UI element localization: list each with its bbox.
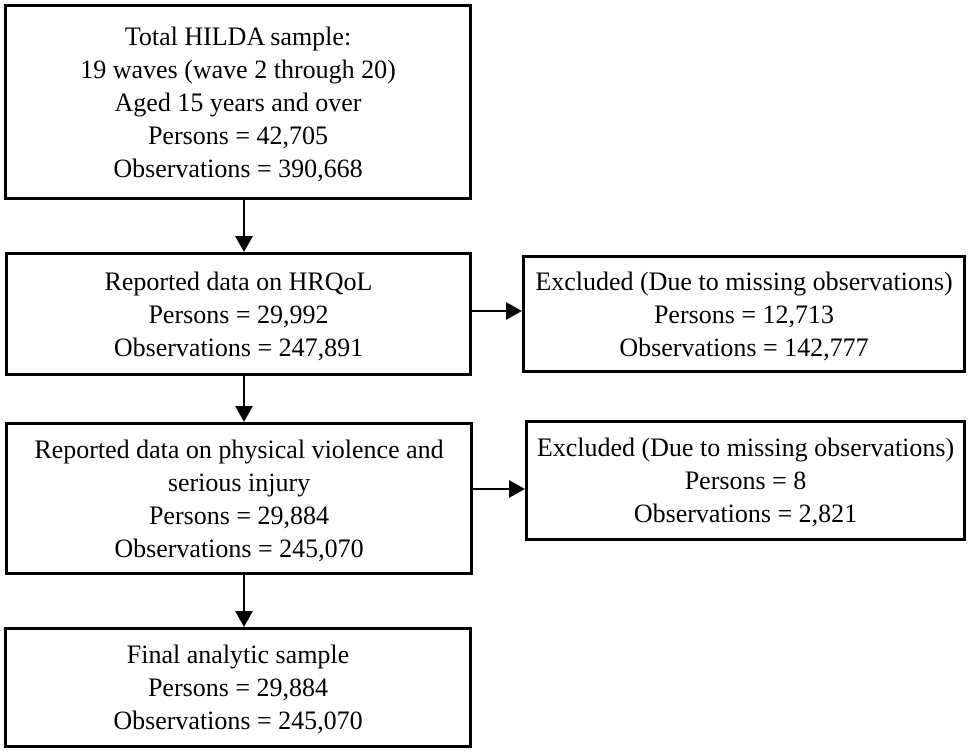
node-text-line: Observations = 390,668 bbox=[113, 153, 363, 183]
arrow-hrqol-to-violence bbox=[235, 376, 253, 422]
node-text-line: Persons = 29,992 bbox=[148, 299, 329, 329]
node-reported-hrqol: Reported data on HRQoL Persons = 29,992 … bbox=[5, 252, 472, 376]
node-text-line: Persons = 29,884 bbox=[147, 673, 329, 702]
node-text-line: Excluded (Due to missing observations) bbox=[536, 433, 955, 462]
node-excluded-missing-violence: Excluded (Due to missing observations) P… bbox=[525, 420, 966, 541]
node-text-line: Reported data on HRQoL bbox=[104, 266, 373, 296]
node-excluded-missing-hrqol: Excluded (Due to missing observations) P… bbox=[522, 255, 966, 373]
node-text-line: Persons = 8 bbox=[684, 466, 807, 495]
node-text-line: Total HILDA sample: bbox=[124, 21, 352, 51]
node-text-line: Observations = 245,070 bbox=[113, 706, 363, 735]
node-text-line: Observations = 245,070 bbox=[114, 533, 364, 563]
node-text-line: Observations = 142,777 bbox=[619, 332, 869, 362]
node-text-line: serious injury bbox=[167, 467, 311, 497]
arrow-violence-to-final bbox=[235, 575, 253, 627]
node-text-line: Observations = 2,821 bbox=[633, 499, 858, 528]
arrow-hrqol-to-excluded bbox=[472, 302, 522, 320]
node-text-line: Aged 15 years and over bbox=[114, 87, 362, 117]
node-text-line: Reported data on physical violence and bbox=[34, 434, 444, 464]
node-text-line: Persons = 29,884 bbox=[148, 500, 330, 530]
arrow-total-to-hrqol bbox=[235, 199, 253, 252]
node-reported-violence-injury: Reported data on physical violence and s… bbox=[5, 422, 473, 575]
node-text-line: Final analytic sample bbox=[126, 640, 350, 669]
node-text-line: Persons = 12,713 bbox=[653, 299, 835, 329]
node-text-line: Persons = 42,705 bbox=[147, 120, 329, 150]
node-text-line: 19 waves (wave 2 through 20) bbox=[80, 54, 396, 84]
node-final-analytic-sample: Final analytic sample Persons = 29,884 O… bbox=[4, 627, 472, 748]
node-text-line: Excluded (Due to missing observations) bbox=[535, 266, 953, 296]
node-text-line: Observations = 247,891 bbox=[113, 332, 364, 362]
node-total-hilda-sample: Total HILDA sample: 19 waves (wave 2 thr… bbox=[4, 4, 472, 200]
arrow-violence-to-excluded bbox=[473, 480, 525, 498]
